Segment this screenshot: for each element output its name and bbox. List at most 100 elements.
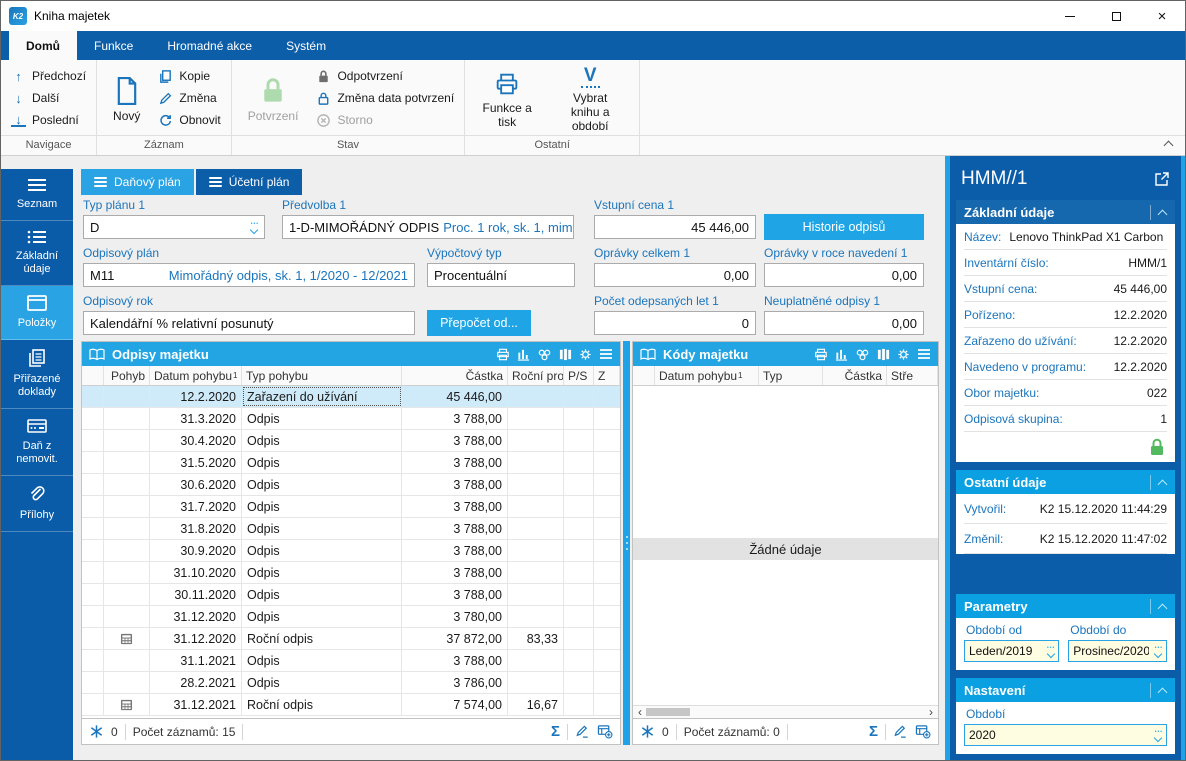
column-header[interactable]: Roční proc [508, 366, 564, 385]
table-row[interactable]: 31.5.2020 Odpis 3 788,00 [82, 452, 620, 474]
sidebar-item-dan-z-nemovit[interactable]: Daň z nemovit. [1, 409, 73, 476]
scrollbar-thumb[interactable] [646, 708, 690, 716]
column-header[interactable]: Z [594, 366, 620, 385]
gears-icon[interactable] [855, 348, 870, 361]
freeze-icon[interactable] [640, 724, 655, 739]
table-row[interactable]: 30.9.2020 Odpis 3 788,00 [82, 540, 620, 562]
add-table-icon[interactable] [915, 724, 931, 739]
odpisovy-rok-input[interactable]: Kalendářní % relativní posunutý [83, 311, 415, 335]
dropdown-icon[interactable] [1149, 729, 1162, 741]
prepocet-od-button[interactable]: Přepočet od... [427, 310, 531, 336]
menu-icon[interactable] [917, 348, 931, 360]
table-splitter[interactable] [623, 341, 630, 745]
edit-icon[interactable] [893, 724, 908, 739]
sidebar-item-seznam[interactable]: Seznam [1, 169, 73, 221]
opravky-navedeni-input[interactable]: 0,00 [764, 263, 924, 287]
chevron-up-icon[interactable] [1159, 686, 1167, 694]
ribbon-tab-domu[interactable]: Domů [9, 31, 77, 60]
last-record-button[interactable]: ↓ Poslední [11, 109, 86, 131]
next-record-button[interactable]: ↓ Další [11, 87, 86, 109]
table-row[interactable]: 12.2.2020 Zařazení do užívání 45 446,00 [82, 386, 620, 408]
table-row[interactable]: 30.11.2020 Odpis 3 788,00 [82, 584, 620, 606]
ribbon-tab-hromadne-akce[interactable]: Hromadné akce [167, 38, 253, 53]
scroll-right-icon[interactable]: › [929, 704, 933, 719]
obdobi-od-input[interactable]: Leden/2019 [964, 640, 1060, 662]
menu-icon[interactable] [599, 348, 613, 360]
ribbon-tab-system[interactable]: Systém [286, 38, 327, 53]
close-button[interactable]: × [1157, 7, 1167, 25]
section-header[interactable]: Ostatní údaje [956, 470, 1175, 494]
ribbon-tab-funkce[interactable]: Funkce [94, 38, 134, 53]
chevron-up-icon[interactable] [1159, 602, 1167, 610]
table-row[interactable]: 31.12.2020 Roční odpis 37 872,00 83,33 [82, 628, 620, 650]
print-icon[interactable] [814, 348, 828, 361]
typ-planu-input[interactable]: D [83, 215, 265, 239]
column-header[interactable]: Datum pohybu 1 [655, 366, 759, 385]
gears-icon[interactable] [537, 348, 552, 361]
collapse-ribbon-button[interactable] [1165, 140, 1173, 148]
sidebar-item-prilohy[interactable]: Přílohy [1, 476, 73, 532]
pocet-odepsanych-let-input[interactable]: 0 [594, 311, 756, 335]
horizontal-scrollbar[interactable]: ‹ › [633, 705, 938, 718]
table-row[interactable]: 31.7.2020 Odpis 3 788,00 [82, 496, 620, 518]
table-row[interactable]: 30.4.2020 Odpis 3 788,00 [82, 430, 620, 452]
column-header[interactable]: Pohyb [104, 366, 150, 385]
chart-icon[interactable] [517, 348, 530, 361]
change-confirm-date-button[interactable]: Změna data potvrzení [316, 87, 454, 109]
table-row[interactable]: 31.12.2020 Odpis 3 780,00 [82, 606, 620, 628]
refresh-record-button[interactable]: Obnovit [158, 109, 221, 131]
select-book-period-button[interactable]: V Vybrat knihu a období [570, 64, 610, 133]
new-record-button[interactable]: Nový [107, 65, 146, 133]
sidebar-item-prirazene-doklady[interactable]: Přiřazené doklady [1, 340, 73, 409]
chevron-up-icon[interactable] [1159, 478, 1167, 486]
sum-icon[interactable]: Σ [550, 723, 560, 740]
unconfirm-button[interactable]: Odpotvrzení [316, 65, 454, 87]
dropdown-icon[interactable] [245, 221, 258, 233]
scroll-left-icon[interactable]: ‹ [638, 704, 642, 719]
column-header[interactable]: Typ [759, 366, 823, 385]
dropdown-icon[interactable] [1041, 645, 1054, 657]
maximize-button[interactable] [1093, 1, 1139, 31]
neuplatnene-odpisy-input[interactable]: 0,00 [764, 311, 924, 335]
tab-danovy-plan[interactable]: Daňový plán [81, 169, 194, 195]
chevron-up-icon[interactable] [1159, 208, 1167, 216]
table-row[interactable]: 30.6.2020 Odpis 3 788,00 [82, 474, 620, 496]
add-table-icon[interactable] [597, 724, 613, 739]
column-header[interactable]: Stře [887, 366, 938, 385]
gear-icon[interactable] [579, 348, 592, 361]
table-row[interactable]: 31.10.2020 Odpis 3 788,00 [82, 562, 620, 584]
columns-icon[interactable] [559, 348, 572, 361]
open-external-icon[interactable] [1154, 171, 1170, 187]
odpisovy-plan-input[interactable]: M11 Mimořádný odpis, sk. 1, 1/2020 - 12/2… [83, 263, 415, 287]
historie-odpisu-button[interactable]: Historie odpisů [764, 214, 924, 240]
freeze-icon[interactable] [89, 724, 104, 739]
column-header[interactable]: Typ pohybu [242, 366, 402, 385]
functions-print-button[interactable]: Funkce a tisk [475, 65, 539, 133]
columns-icon[interactable] [877, 348, 890, 361]
copy-record-button[interactable]: Kopie [158, 65, 220, 87]
section-header[interactable]: Nastavení [956, 678, 1175, 702]
edit-icon[interactable] [575, 724, 590, 739]
sidebar-item-polozky[interactable]: Položky [1, 286, 73, 340]
section-header[interactable]: Parametry [956, 594, 1175, 618]
column-header[interactable]: Částka [823, 366, 887, 385]
obdobi-do-input[interactable]: Prosinec/2020 [1068, 640, 1167, 662]
edit-record-button[interactable]: Změna [158, 87, 220, 109]
gear-icon[interactable] [897, 348, 910, 361]
table-row[interactable]: 31.3.2020 Odpis 3 788,00 [82, 408, 620, 430]
column-header[interactable]: Datum pohybu 1 [150, 366, 242, 385]
opravky-celkem-input[interactable]: 0,00 [594, 263, 756, 287]
table-row[interactable]: 31.12.2021 Roční odpis 7 574,00 16,67 [82, 694, 620, 716]
vypoctovy-typ-input[interactable]: Procentuální [427, 263, 575, 287]
minimize-button[interactable] [1047, 1, 1093, 31]
table-row[interactable]: 31.8.2020 Odpis 3 788,00 [82, 518, 620, 540]
section-header[interactable]: Základní údaje [956, 200, 1175, 224]
column-header[interactable]: Částka [402, 366, 508, 385]
chart-icon[interactable] [835, 348, 848, 361]
sum-icon[interactable]: Σ [868, 723, 878, 740]
obdobi-input[interactable]: 2020 [964, 724, 1167, 746]
print-icon[interactable] [496, 348, 510, 361]
column-header[interactable]: P/S [564, 366, 594, 385]
vstupni-cena-input[interactable]: 45 446,00 [594, 215, 756, 239]
table-row[interactable]: 28.2.2021 Odpis 3 786,00 [82, 672, 620, 694]
